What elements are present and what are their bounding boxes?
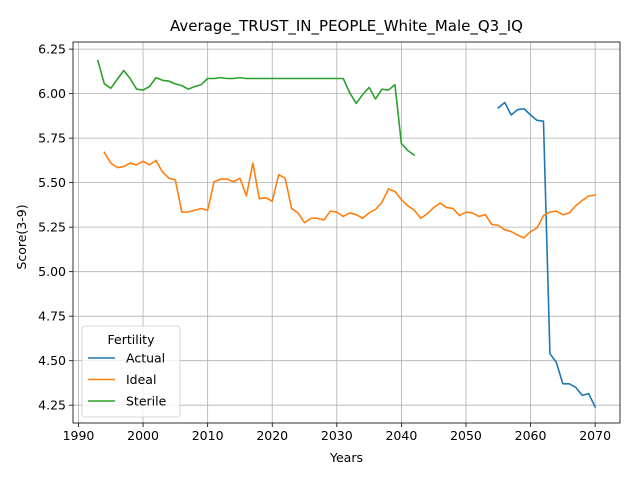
x-axis-title: Years [329,450,363,465]
y-tick-label: 4.50 [38,353,66,368]
x-tick-label: 2070 [579,428,611,443]
x-tick-label: 2010 [192,428,224,443]
y-tick-label: 5.50 [38,175,66,190]
plot-frame [72,41,621,424]
legend-entries: Actual Ideal Sterile [88,351,167,409]
legend-label-actual: Actual [126,351,165,366]
chart-title: Average_TRUST_IN_PEOPLE_White_Male_Q3_IQ [170,17,523,36]
y-tick-label: 5.75 [38,131,66,146]
legend-label-sterile: Sterile [126,394,167,409]
series-line-actual [497,101,597,409]
x-tick-label: 2000 [127,428,159,443]
x-axis-ticks: 1990 2000 2010 2020 2030 2040 2050 2060 2070 [63,423,611,443]
x-tick-label: 1990 [63,428,95,443]
y-tick-label: 6.25 [38,42,66,57]
x-tick-label: 2050 [450,428,482,443]
y-axis-ticks: 4.25 4.50 4.75 5.00 5.25 5.50 5.75 6.00 6.25 [38,42,73,413]
y-tick-label: 5.25 [38,220,66,235]
y-tick-label: 4.75 [38,309,66,324]
series-line-sterile [96,59,416,157]
grid [73,42,620,423]
x-tick-label: 2040 [385,428,417,443]
y-tick-label: 6.00 [38,86,66,101]
legend-label-ideal: Ideal [126,372,156,387]
x-tick-label: 2020 [256,428,288,443]
legend: Fertility Actual Ideal Sterile [81,325,181,418]
legend-title: Fertility [108,332,156,347]
series-lines [96,59,597,409]
y-tick-label: 4.25 [38,398,66,413]
y-tick-label: 5.00 [38,264,66,279]
legend-frame [81,325,181,418]
series-line-ideal [103,151,597,239]
x-tick-label: 2060 [515,428,547,443]
x-tick-label: 2030 [321,428,353,443]
y-axis-title: Score(3-9) [14,204,29,269]
